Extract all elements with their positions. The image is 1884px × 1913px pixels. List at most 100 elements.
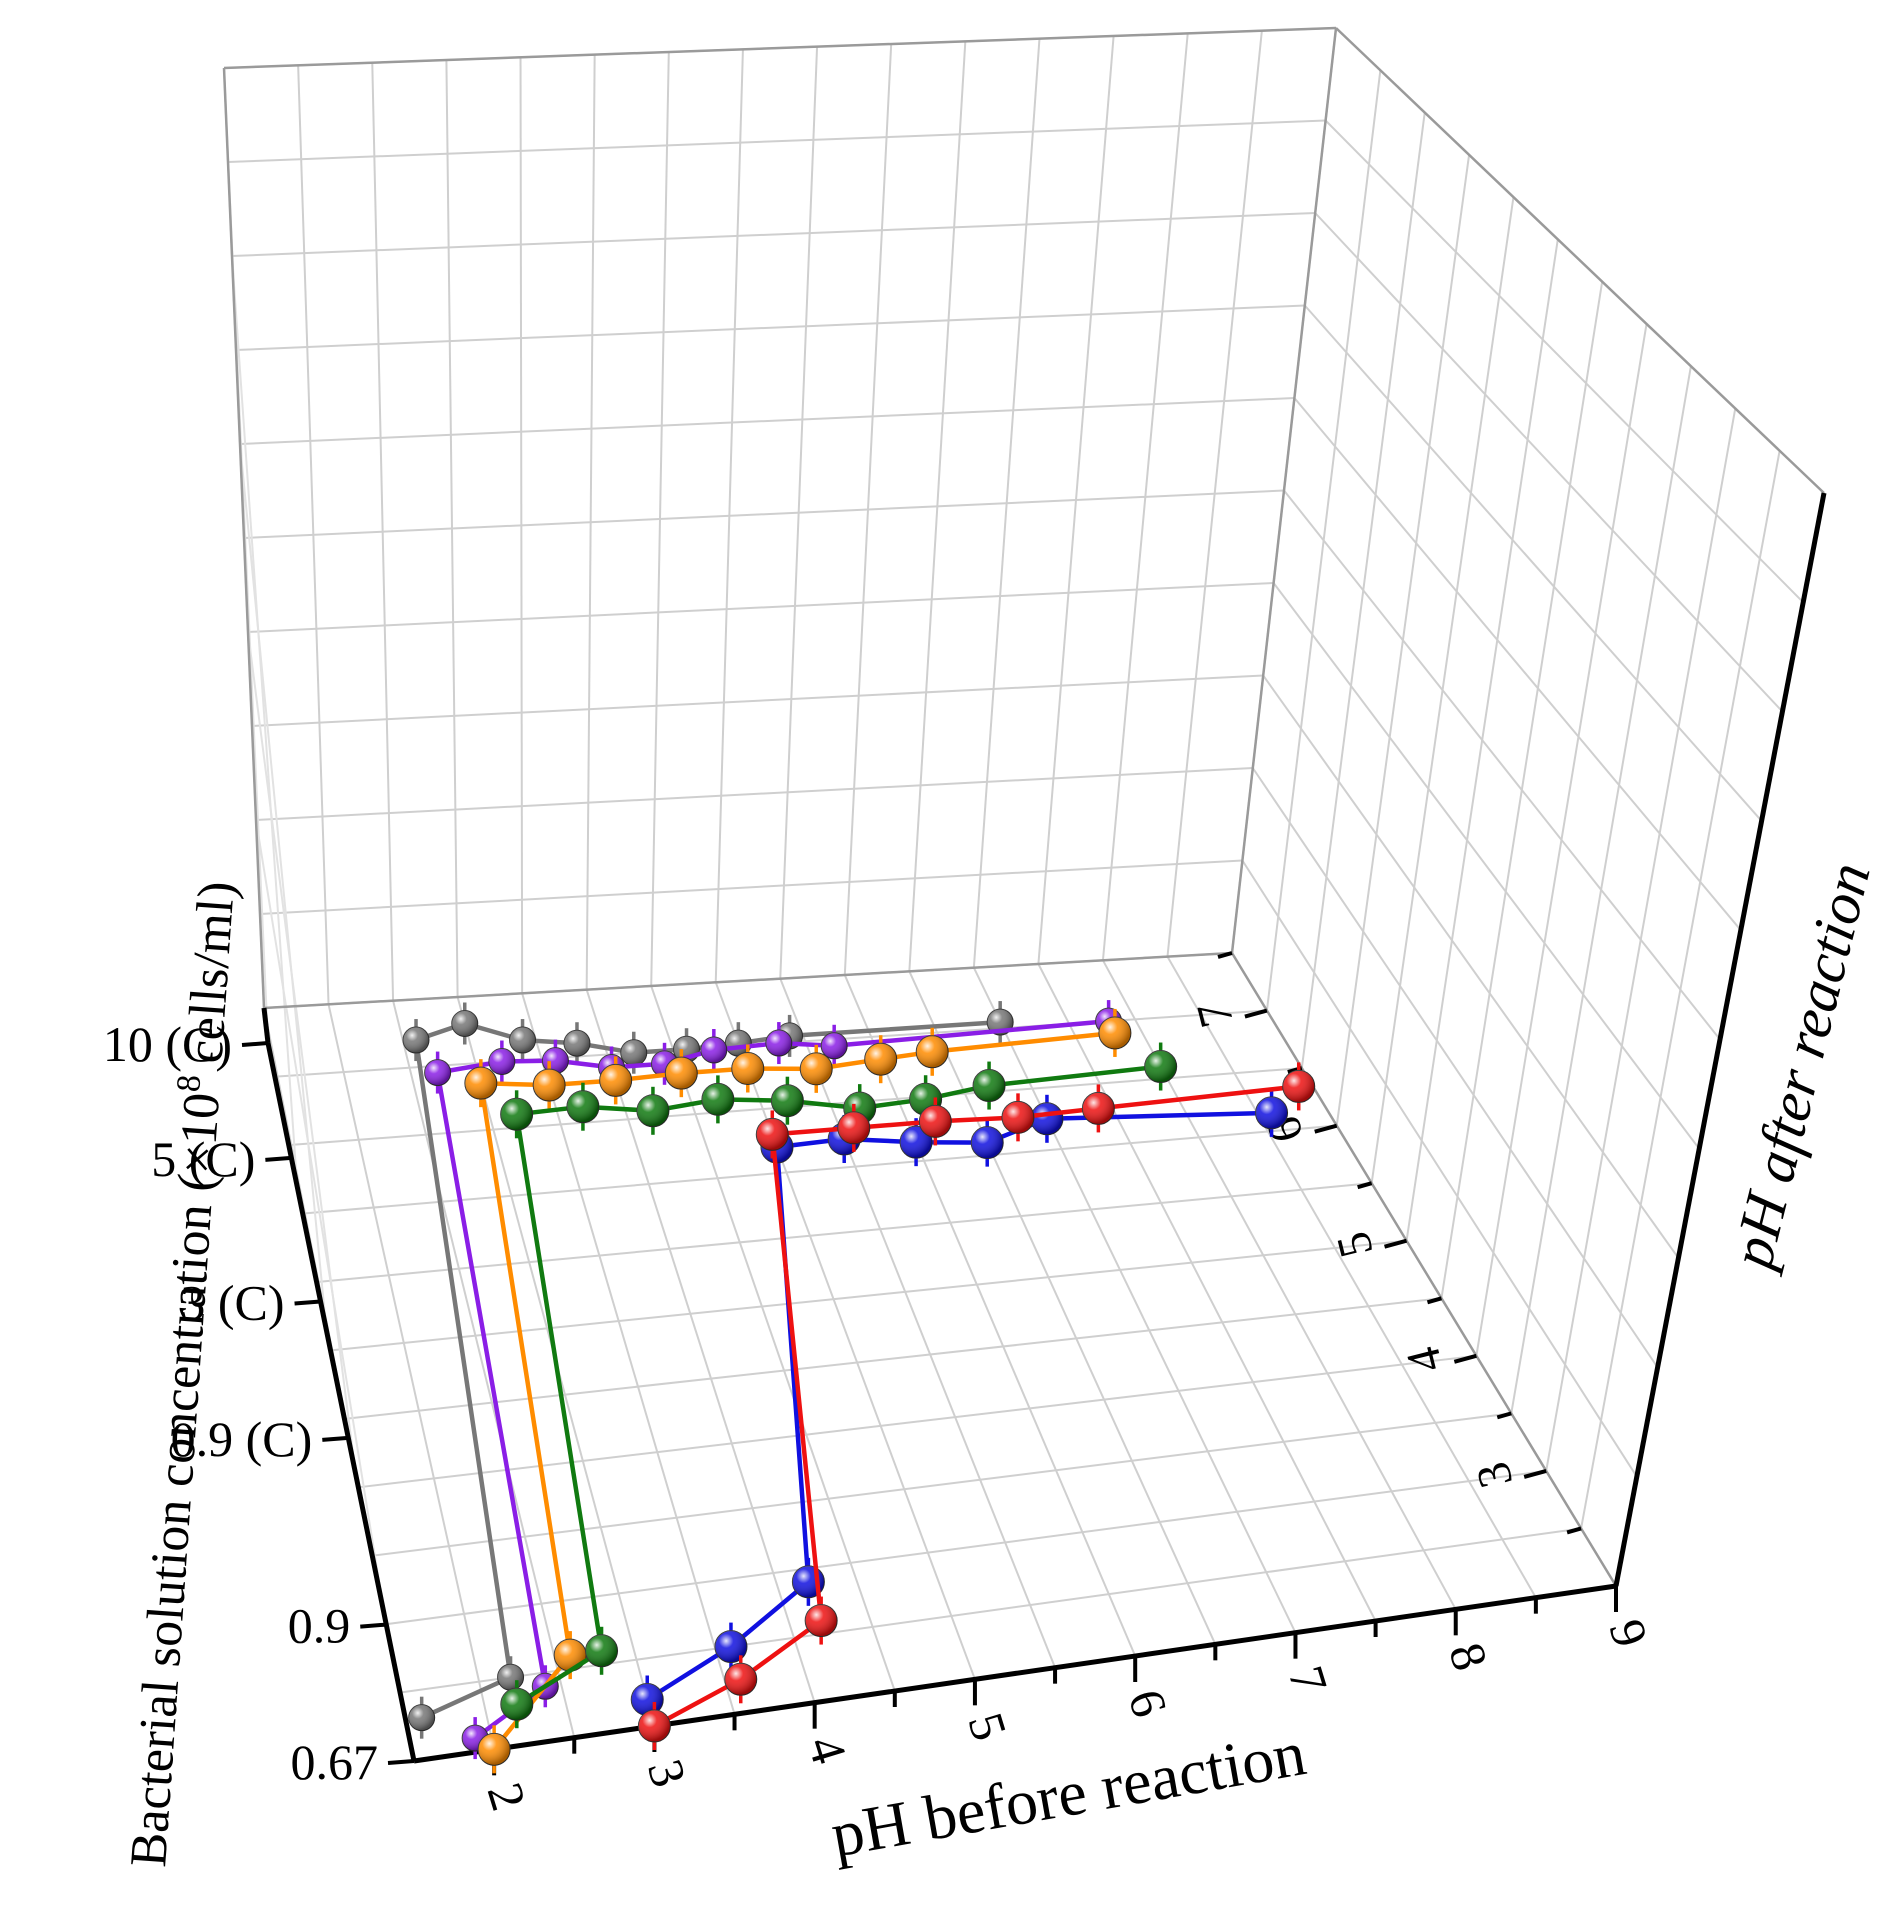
series-3 xyxy=(500,1042,1178,1729)
z-tick xyxy=(241,1041,269,1047)
y-tick xyxy=(1496,1411,1512,1420)
back-grid-line xyxy=(251,674,1264,727)
data-point-shine xyxy=(971,1126,1004,1159)
data-point-shine xyxy=(765,1030,792,1057)
back-grid-line xyxy=(247,582,1274,633)
data-point-shine xyxy=(701,1083,734,1116)
z-axis-line xyxy=(265,1042,417,1762)
z-tick-label: 0.9 xyxy=(288,1598,351,1654)
data-point-shine xyxy=(566,1090,599,1123)
data-point-shine xyxy=(800,1052,833,1085)
data-point-shine xyxy=(533,1069,566,1102)
y-tick xyxy=(1384,1238,1408,1249)
floor-grid-line xyxy=(345,1297,1442,1420)
data-point-shine xyxy=(638,1710,671,1742)
floor-grid-line xyxy=(372,1412,1512,1557)
y-tick xyxy=(1566,1526,1582,1535)
x-axis-line xyxy=(413,1583,1617,1764)
left-grid-line xyxy=(255,819,386,1618)
data-point-shine xyxy=(1082,1092,1115,1125)
data-point-shine xyxy=(488,1048,515,1075)
left-grid-line xyxy=(247,631,357,1474)
data-point-shine xyxy=(554,1639,587,1672)
top-left-edge xyxy=(261,1007,271,1044)
back-grid-line xyxy=(243,489,1285,539)
left-grid-line xyxy=(239,443,328,1331)
floor-grid-line xyxy=(779,978,1056,1669)
data-point-shine xyxy=(837,1111,870,1144)
frame-edge xyxy=(222,67,266,1009)
data-point-shine xyxy=(916,1035,949,1068)
z-axis-label-tail: cells/ml) xyxy=(175,879,245,1077)
x-tick-label: 5 xyxy=(957,1706,1018,1746)
series-4 xyxy=(630,1088,1289,1724)
right-grid-line xyxy=(1293,397,1742,931)
axis-frame xyxy=(222,26,1827,1764)
floor-grid-line xyxy=(359,1354,1477,1489)
data-point-shine xyxy=(756,1118,789,1151)
data-point-shine xyxy=(1144,1050,1177,1083)
data-point-shine xyxy=(805,1604,838,1637)
floor-grid-line xyxy=(332,1239,1407,1352)
z-axis-label-main: Bacterial solution concentration (×10 xyxy=(120,1091,231,1869)
grid-planes xyxy=(223,27,1825,1762)
data-point-shine xyxy=(771,1084,804,1117)
x-tick-label: 3 xyxy=(637,1753,698,1793)
data-point-shine xyxy=(599,1064,632,1097)
z-tick xyxy=(322,1435,349,1442)
data-point-shine xyxy=(700,1037,727,1064)
x-tick-label: 2 xyxy=(477,1776,538,1816)
z-tick-label: 10 (C) xyxy=(103,1016,232,1072)
data-point-shine xyxy=(1098,1016,1131,1049)
back-grid-line xyxy=(227,119,1326,163)
data-point-shine xyxy=(724,1663,757,1696)
right-grid-line xyxy=(1251,767,1659,1368)
data-point-shine xyxy=(620,1039,647,1066)
y-tick xyxy=(1314,1123,1338,1134)
z-tick-label: 0.9 (C) xyxy=(171,1411,313,1467)
right-grid-line xyxy=(1283,489,1721,1041)
floor-grid-line xyxy=(327,1004,496,1750)
floor-grid-line xyxy=(908,970,1217,1645)
data-point-shine xyxy=(451,1010,478,1037)
data-point-shine xyxy=(464,1067,497,1100)
y-tick xyxy=(1523,1468,1547,1479)
y-axis-line xyxy=(1613,492,1827,1587)
data-point-shine xyxy=(821,1032,848,1059)
data-point-shine xyxy=(500,1098,533,1131)
series-2 xyxy=(464,1008,1132,1774)
y-tick-label: 4 xyxy=(1396,1342,1453,1378)
z-tick xyxy=(387,1759,415,1765)
floor-grid-line xyxy=(843,974,1137,1657)
back-grid-line xyxy=(231,212,1316,257)
back-grid-line xyxy=(259,859,1243,915)
data-point-shine xyxy=(500,1688,533,1721)
data-point-shine xyxy=(900,1126,933,1159)
series-5 xyxy=(637,1062,1316,1750)
back-grid-line xyxy=(239,397,1295,445)
floor-grid-line xyxy=(1166,956,1537,1599)
y-tick xyxy=(1426,1296,1443,1305)
x-tick-label: 7 xyxy=(1278,1660,1339,1700)
frame-edge xyxy=(1335,27,1825,494)
right-grid-line xyxy=(1272,582,1700,1150)
x-axis-label: pH before reaction xyxy=(826,1717,1311,1870)
data-point-shine xyxy=(563,1030,590,1057)
series-line xyxy=(514,1064,1161,1707)
data-point-shine xyxy=(636,1094,669,1127)
x-tick-label: 8 xyxy=(1438,1636,1499,1676)
data-point-shine xyxy=(714,1630,747,1663)
data-series xyxy=(402,1000,1316,1774)
z-tick xyxy=(265,1155,292,1162)
y-tick xyxy=(1357,1181,1373,1190)
z-axis-label-sup: 8 xyxy=(170,1074,208,1094)
y-tick xyxy=(1217,951,1233,959)
right-grid-line xyxy=(1304,304,1763,822)
z-tick-label: 5 (C) xyxy=(151,1131,255,1187)
data-point-shine xyxy=(1002,1101,1035,1134)
left-grid-line xyxy=(231,255,299,1187)
x-tick-label: 4 xyxy=(797,1730,858,1770)
data-point-shine xyxy=(403,1027,430,1054)
back-grid-line xyxy=(235,304,1305,351)
data-point-shine xyxy=(665,1057,698,1090)
